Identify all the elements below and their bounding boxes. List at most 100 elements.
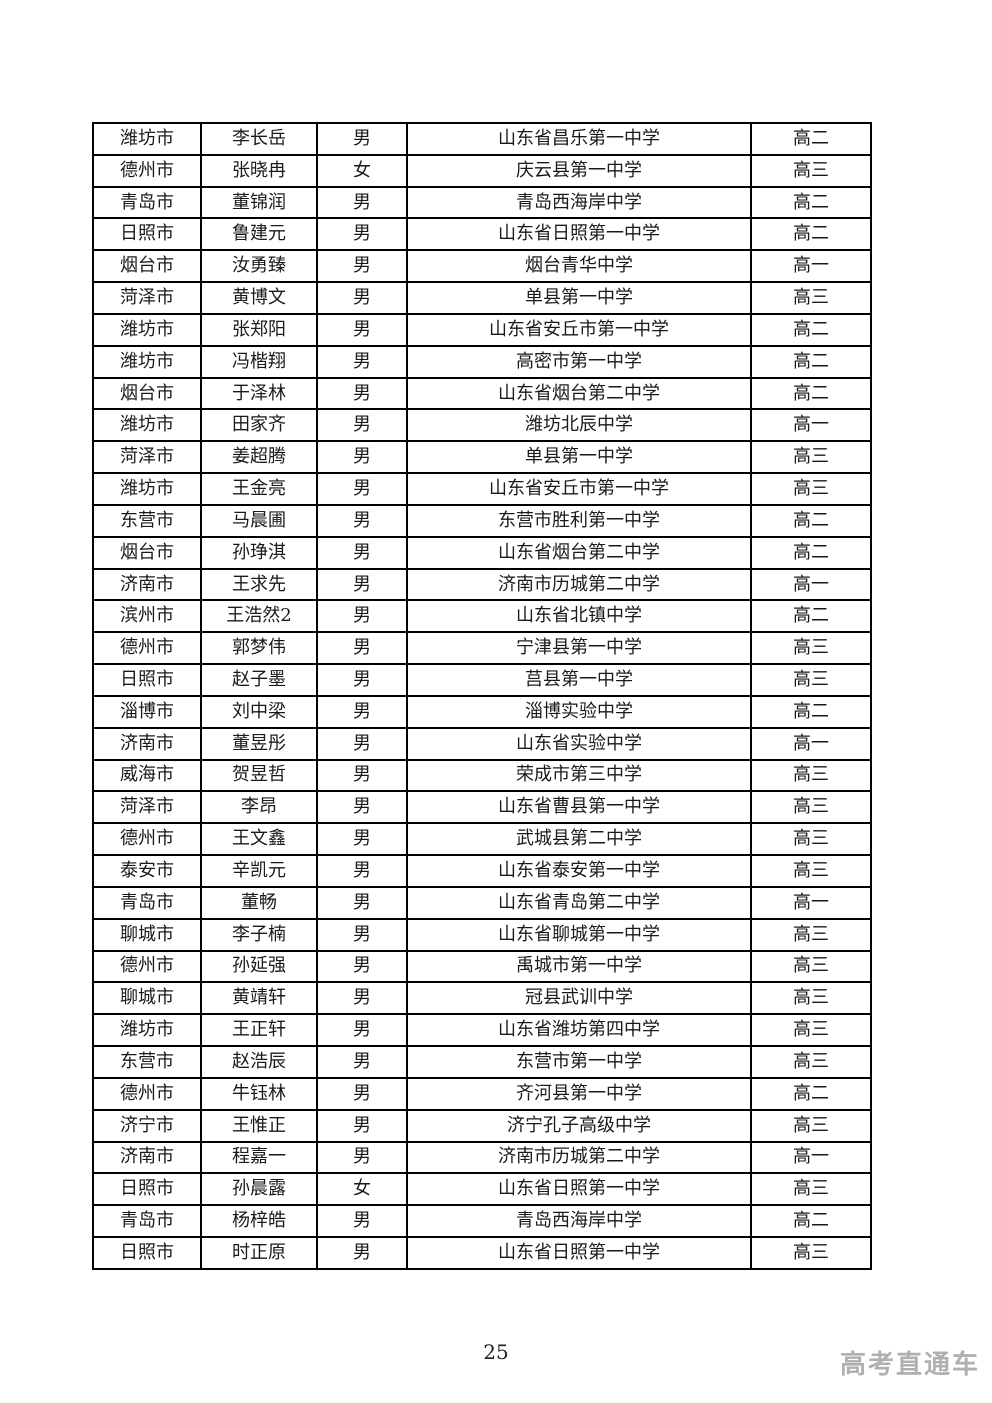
cell-gender: 男 — [316, 917, 408, 952]
cell-city: 济宁市 — [92, 1108, 202, 1143]
students-table: 潍坊市 李长岳 男 山东省昌乐第一中学 高二 德州市 张晓冉 女 庆云县第一中学… — [92, 122, 872, 1271]
cell-city: 日照市 — [92, 217, 202, 252]
students-table-body: 潍坊市 李长岳 男 山东省昌乐第一中学 高二 德州市 张晓冉 女 庆云县第一中学… — [92, 122, 872, 1271]
cell-name: 李子楠 — [200, 917, 318, 952]
cell-gender: 男 — [316, 376, 408, 411]
cell-gender: 男 — [316, 726, 408, 761]
cell-school: 冠县武训中学 — [406, 981, 752, 1016]
cell-grade: 高三 — [750, 1108, 872, 1143]
cell-gender: 男 — [316, 503, 408, 538]
cell-gender: 男 — [316, 1013, 408, 1048]
cell-gender: 女 — [316, 153, 408, 188]
table-row: 烟台市 于泽林 男 山东省烟台第二中学 高二 — [92, 376, 872, 411]
cell-grade: 高三 — [750, 1045, 872, 1079]
table-row: 东营市 赵浩辰 男 东营市第一中学 高三 — [92, 1045, 872, 1079]
cell-city: 泰安市 — [92, 854, 202, 888]
cell-gender: 男 — [316, 312, 408, 347]
cell-gender: 男 — [316, 694, 408, 729]
cell-grade: 高二 — [750, 535, 872, 570]
cell-grade: 高二 — [750, 376, 872, 411]
cell-gender: 男 — [316, 440, 408, 475]
cell-school: 齐河县第一中学 — [406, 1076, 752, 1111]
table-row: 淄博市 刘中梁 男 淄博实验中学 高二 — [92, 694, 872, 729]
cell-grade: 高三 — [750, 631, 872, 666]
table-row: 青岛市 董锦润 男 青岛西海岸中学 高二 — [92, 185, 872, 220]
table-row: 德州市 郭梦伟 男 宁津县第一中学 高三 — [92, 631, 872, 666]
cell-city: 潍坊市 — [92, 312, 202, 347]
cell-gender: 男 — [316, 1076, 408, 1111]
cell-city: 菏泽市 — [92, 790, 202, 825]
cell-name: 孙延强 — [200, 949, 318, 984]
cell-name: 王浩然2 — [200, 599, 318, 634]
cell-grade: 高一 — [750, 408, 872, 443]
cell-name: 田家齐 — [200, 408, 318, 443]
cell-name: 程嘉一 — [200, 1140, 318, 1175]
cell-gender: 男 — [316, 1108, 408, 1143]
cell-school: 高密市第一中学 — [406, 344, 752, 379]
cell-city: 德州市 — [92, 631, 202, 666]
cell-name: 牛钰林 — [200, 1076, 318, 1111]
table-row: 日照市 孙晨露 女 山东省日照第一中学 高三 — [92, 1172, 872, 1207]
cell-school: 山东省烟台第二中学 — [406, 376, 752, 411]
cell-school: 山东省日照第一中学 — [406, 1235, 752, 1271]
cell-grade: 高一 — [750, 885, 872, 920]
cell-school: 青岛西海岸中学 — [406, 185, 752, 220]
cell-gender: 男 — [316, 408, 408, 443]
cell-school: 山东省安丘市第一中学 — [406, 312, 752, 347]
cell-city: 日照市 — [92, 1172, 202, 1207]
cell-gender: 男 — [316, 1140, 408, 1175]
table-row: 日照市 鲁建元 男 山东省日照第一中学 高二 — [92, 217, 872, 252]
cell-school: 淄博实验中学 — [406, 694, 752, 729]
cell-grade: 高三 — [750, 854, 872, 888]
cell-school: 烟台青华中学 — [406, 249, 752, 284]
cell-name: 孙琤淇 — [200, 535, 318, 570]
cell-school: 青岛西海岸中学 — [406, 1204, 752, 1238]
cell-school: 山东省日照第一中学 — [406, 1172, 752, 1207]
cell-school: 单县第一中学 — [406, 440, 752, 475]
table-row: 菏泽市 黄博文 男 单县第一中学 高三 — [92, 281, 872, 315]
cell-school: 山东省青岛第二中学 — [406, 885, 752, 920]
table-row: 济南市 程嘉一 男 济南市历城第二中学 高一 — [92, 1140, 872, 1175]
cell-city: 青岛市 — [92, 885, 202, 920]
cell-school: 山东省日照第一中学 — [406, 217, 752, 252]
cell-school: 济南市历城第二中学 — [406, 1140, 752, 1175]
cell-name: 王惟正 — [200, 1108, 318, 1143]
cell-city: 日照市 — [92, 1235, 202, 1271]
cell-name: 董昱彤 — [200, 726, 318, 761]
cell-grade: 高三 — [750, 281, 872, 315]
cell-school: 荣成市第三中学 — [406, 758, 752, 793]
cell-school: 济宁孔子高级中学 — [406, 1108, 752, 1143]
table-row: 青岛市 董畅 男 山东省青岛第二中学 高一 — [92, 885, 872, 920]
cell-gender: 男 — [316, 885, 408, 920]
cell-name: 张郑阳 — [200, 312, 318, 347]
table-row: 菏泽市 姜超腾 男 单县第一中学 高三 — [92, 440, 872, 475]
cell-city: 潍坊市 — [92, 472, 202, 506]
cell-grade: 高三 — [750, 758, 872, 793]
table-row: 潍坊市 张郑阳 男 山东省安丘市第一中学 高二 — [92, 312, 872, 347]
cell-name: 张晓冉 — [200, 153, 318, 188]
cell-name: 刘中梁 — [200, 694, 318, 729]
cell-name: 赵子墨 — [200, 663, 318, 697]
cell-name: 董畅 — [200, 885, 318, 920]
cell-school: 东营市第一中学 — [406, 1045, 752, 1079]
cell-city: 青岛市 — [92, 1204, 202, 1238]
cell-name: 黄靖轩 — [200, 981, 318, 1016]
cell-school: 山东省昌乐第一中学 — [406, 122, 752, 156]
cell-name: 汝勇臻 — [200, 249, 318, 284]
cell-grade: 高二 — [750, 1204, 872, 1238]
cell-gender: 男 — [316, 281, 408, 315]
cell-city: 德州市 — [92, 822, 202, 857]
cell-name: 王文鑫 — [200, 822, 318, 857]
table-row: 潍坊市 冯楷翔 男 高密市第一中学 高二 — [92, 344, 872, 379]
cell-city: 潍坊市 — [92, 344, 202, 379]
cell-school: 庆云县第一中学 — [406, 153, 752, 188]
cell-grade: 高一 — [750, 1140, 872, 1175]
cell-grade: 高一 — [750, 567, 872, 602]
cell-city: 聊城市 — [92, 981, 202, 1016]
table-row: 聊城市 李子楠 男 山东省聊城第一中学 高三 — [92, 917, 872, 952]
cell-city: 淄博市 — [92, 694, 202, 729]
cell-school: 山东省实验中学 — [406, 726, 752, 761]
cell-name: 冯楷翔 — [200, 344, 318, 379]
table-row: 德州市 牛钰林 男 齐河县第一中学 高二 — [92, 1076, 872, 1111]
cell-grade: 高二 — [750, 312, 872, 347]
